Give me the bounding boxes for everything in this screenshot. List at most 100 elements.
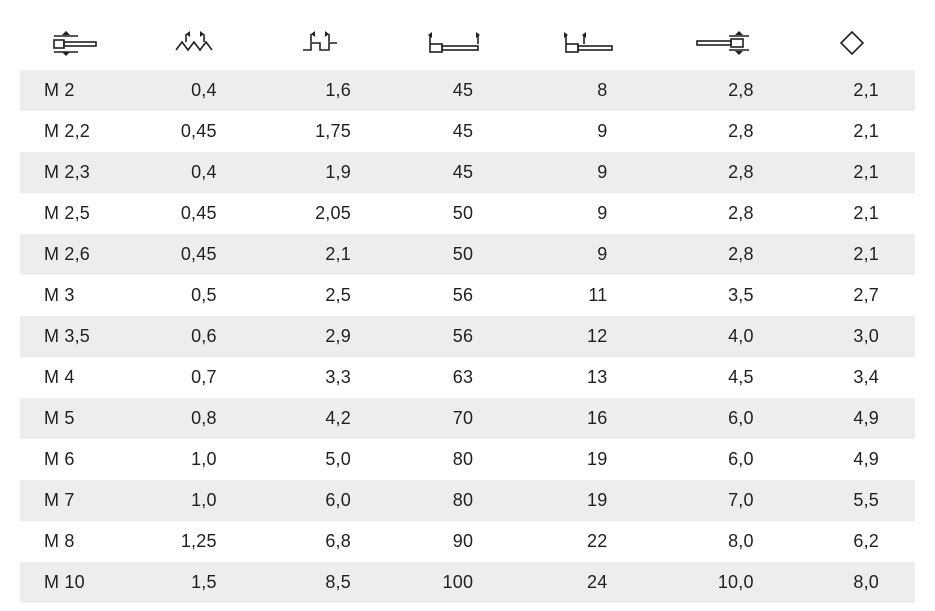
table-cell: 1,75 [253, 111, 387, 152]
table-cell: 0,7 [136, 357, 252, 398]
header-cell [136, 16, 252, 70]
table-cell: 2,7 [790, 275, 915, 316]
header-cell [655, 16, 789, 70]
table-cell: 2,1 [790, 193, 915, 234]
table-cell: 45 [387, 152, 521, 193]
square-pulse-icon [297, 30, 343, 56]
table-cell: 80 [387, 439, 521, 480]
square-drive-icon [838, 29, 866, 57]
table-cell: 12 [521, 316, 655, 357]
shank-to-tip-length-icon [424, 30, 484, 56]
table-cell: 6,0 [655, 439, 789, 480]
table-cell: 10,0 [655, 562, 789, 603]
table-row: M 2,20,451,754592,82,1 [20, 111, 915, 152]
header-cell [521, 16, 655, 70]
header-cell [253, 16, 387, 70]
table-cell: M 3 [20, 275, 136, 316]
table-cell: 16 [521, 398, 655, 439]
table-row: M 2,60,452,15092,82,1 [20, 234, 915, 275]
table-cell: 4,9 [790, 398, 915, 439]
table-cell: 2,1 [790, 152, 915, 193]
table-row: M 81,256,890228,06,2 [20, 521, 915, 562]
table-cell: 2,1 [253, 234, 387, 275]
table-row: M 61,05,080196,04,9 [20, 439, 915, 480]
table-cell: 2,1 [790, 70, 915, 111]
table-cell: 70 [387, 398, 521, 439]
table-cell: 4,2 [253, 398, 387, 439]
shank-flat-height-icon [693, 30, 753, 56]
table-cell: M 10 [20, 562, 136, 603]
table-cell: 56 [387, 275, 521, 316]
table-cell: 50 [387, 234, 521, 275]
table-cell: 8,0 [790, 562, 915, 603]
table-cell: 2,8 [655, 193, 789, 234]
table-cell: 24 [521, 562, 655, 603]
table-cell: 9 [521, 193, 655, 234]
table-cell: M 8 [20, 521, 136, 562]
table-row: M 71,06,080197,05,5 [20, 480, 915, 521]
table-cell: 1,0 [136, 480, 252, 521]
table-cell: 2,05 [253, 193, 387, 234]
table-cell: 9 [521, 152, 655, 193]
table-cell: 4,5 [655, 357, 789, 398]
table-cell: 22 [521, 521, 655, 562]
table-row: M 50,84,270166,04,9 [20, 398, 915, 439]
table-row: M 101,58,51002410,08,0 [20, 562, 915, 603]
table-cell: 50 [387, 193, 521, 234]
table-cell: M 2,2 [20, 111, 136, 152]
table-cell: 2,5 [253, 275, 387, 316]
table-cell: M 2,5 [20, 193, 136, 234]
table-cell: 0,45 [136, 193, 252, 234]
header-cell [387, 16, 521, 70]
table-row: M 40,73,363134,53,4 [20, 357, 915, 398]
table-cell: 0,45 [136, 234, 252, 275]
table-cell: 6,0 [253, 480, 387, 521]
table-cell: 63 [387, 357, 521, 398]
table-cell: 6,8 [253, 521, 387, 562]
table-cell: 4,0 [655, 316, 789, 357]
table-cell: 0,4 [136, 70, 252, 111]
table-cell: 0,5 [136, 275, 252, 316]
table-cell: 2,8 [655, 152, 789, 193]
table-cell: 8 [521, 70, 655, 111]
table-row: M 30,52,556113,52,7 [20, 275, 915, 316]
table-cell: M 2,6 [20, 234, 136, 275]
shank-taper-icon [50, 30, 106, 56]
table-cell: 5,0 [253, 439, 387, 480]
table-row: M 2,30,41,94592,82,1 [20, 152, 915, 193]
table-cell: 56 [387, 316, 521, 357]
table-cell: 19 [521, 480, 655, 521]
table-cell: 80 [387, 480, 521, 521]
spec-table: M 20,41,64582,82,1M 2,20,451,754592,82,1… [20, 16, 915, 603]
table-cell: 0,8 [136, 398, 252, 439]
table-cell: 100 [387, 562, 521, 603]
table-cell: 13 [521, 357, 655, 398]
table-row: M 2,50,452,055092,82,1 [20, 193, 915, 234]
table-cell: M 6 [20, 439, 136, 480]
table-cell: 2,1 [790, 111, 915, 152]
table-cell: 19 [521, 439, 655, 480]
header-cell [790, 16, 915, 70]
table-cell: 0,45 [136, 111, 252, 152]
table-cell: 2,9 [253, 316, 387, 357]
table-cell: 6,2 [790, 521, 915, 562]
table-cell: 0,4 [136, 152, 252, 193]
table-cell: 45 [387, 111, 521, 152]
table-cell: 0,6 [136, 316, 252, 357]
table-cell: 3,5 [655, 275, 789, 316]
table-cell: 90 [387, 521, 521, 562]
table-cell: M 3,5 [20, 316, 136, 357]
table-row: M 20,41,64582,82,1 [20, 70, 915, 111]
table-cell: M 2 [20, 70, 136, 111]
table-cell: 2,8 [655, 234, 789, 275]
table-cell: 1,6 [253, 70, 387, 111]
header-cell [20, 16, 136, 70]
table-cell: M 5 [20, 398, 136, 439]
table-cell: 8,5 [253, 562, 387, 603]
table-row: M 3,50,62,956124,03,0 [20, 316, 915, 357]
shank-to-thread-length-icon [558, 30, 618, 56]
table-cell: 1,9 [253, 152, 387, 193]
table-cell: 7,0 [655, 480, 789, 521]
table-cell: 4,9 [790, 439, 915, 480]
table-header [20, 16, 915, 70]
